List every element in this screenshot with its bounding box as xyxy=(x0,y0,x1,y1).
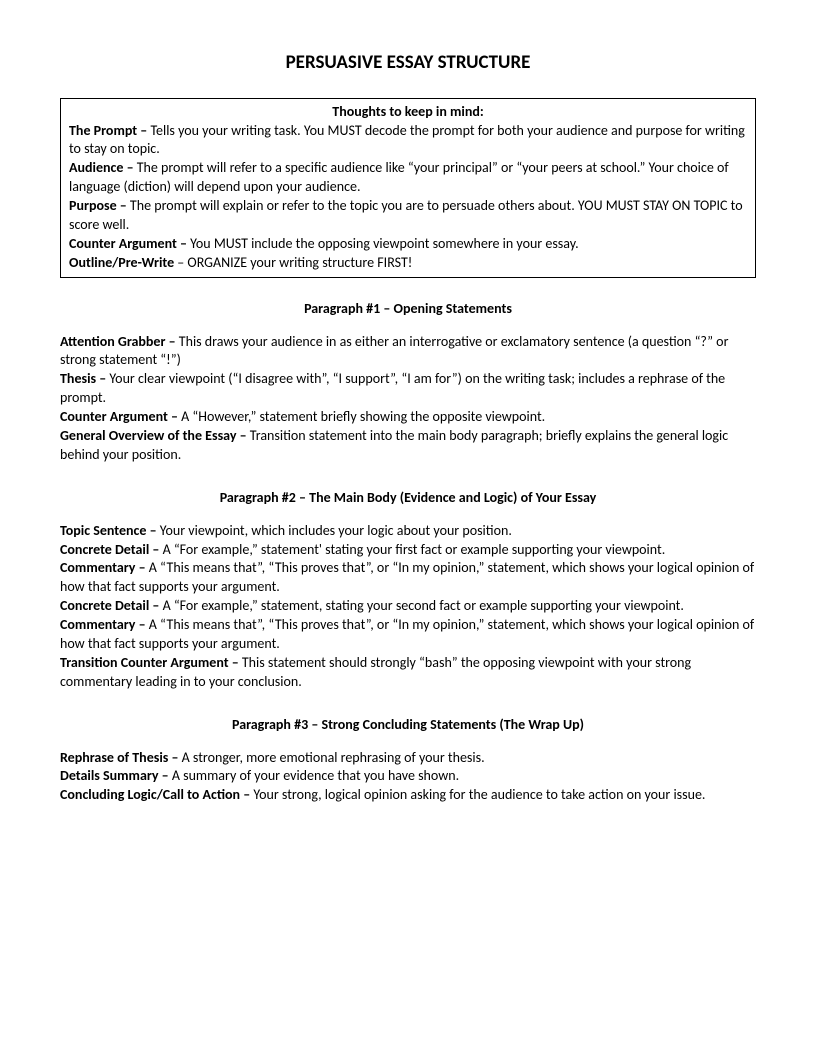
item-term: The Prompt – xyxy=(69,122,150,139)
thoughts-item: Counter Argument – You MUST include the … xyxy=(69,235,747,254)
item-term: General Overview of the Essay – xyxy=(60,427,250,444)
sections-container: Paragraph #1 – Opening Statements Attenti… xyxy=(60,300,756,806)
section-item: Commentary – A “This means that”, “This … xyxy=(60,559,756,597)
item-desc: The prompt will explain or refer to the … xyxy=(69,197,743,233)
item-desc: A “However,” statement briefly showing t… xyxy=(181,408,545,425)
item-term: Topic Sentence – xyxy=(60,522,160,539)
section-heading: Paragraph #1 – Opening Statements xyxy=(60,300,756,319)
item-term: Commentary – xyxy=(60,559,149,576)
section-item: Attention Grabber – This draws your audi… xyxy=(60,333,756,371)
section-item: Concluding Logic/Call to Action – Your s… xyxy=(60,786,756,805)
item-term: Rephrase of Thesis – xyxy=(60,749,182,766)
item-desc: Tells you your writing task. You MUST de… xyxy=(69,122,745,158)
item-term: Counter Argument – xyxy=(60,408,181,425)
thoughts-heading: Thoughts to keep in mind: xyxy=(69,103,747,122)
item-desc: The prompt will refer to a specific audi… xyxy=(69,159,729,195)
item-term: Concrete Detail – xyxy=(60,541,163,558)
thoughts-item: The Prompt – Tells you your writing task… xyxy=(69,122,747,160)
item-desc: Your strong, logical opinion asking for … xyxy=(253,786,705,803)
item-term: Attention Grabber – xyxy=(60,333,179,350)
section-item: Commentary – A “This means that”, “This … xyxy=(60,616,756,654)
section-item: Counter Argument – A “However,” statemen… xyxy=(60,408,756,427)
thoughts-item: Purpose – The prompt will explain or ref… xyxy=(69,197,747,235)
item-desc: A “This means that”, “This proves that”,… xyxy=(60,559,754,595)
section-body: Topic Sentence – Your viewpoint, which i… xyxy=(60,522,756,692)
item-desc: A “This means that”, “This proves that”,… xyxy=(60,616,754,652)
section-body: Rephrase of Thesis – A stronger, more em… xyxy=(60,749,756,806)
item-term: Outline/Pre-Write xyxy=(69,254,174,271)
item-desc: – ORGANIZE your writing structure FIRST! xyxy=(174,254,412,271)
section-body: Attention Grabber – This draws your audi… xyxy=(60,333,756,465)
section-item: Rephrase of Thesis – A stronger, more em… xyxy=(60,749,756,768)
item-term: Counter Argument – xyxy=(69,235,190,252)
section-item: Thesis – Your clear viewpoint (“I disagr… xyxy=(60,370,756,408)
section-item: General Overview of the Essay – Transiti… xyxy=(60,427,756,465)
section-item: Details Summary – A summary of your evid… xyxy=(60,767,756,786)
item-desc: You MUST include the opposing viewpoint … xyxy=(190,235,579,252)
item-term: Audience – xyxy=(69,159,137,176)
section-heading: Paragraph #2 – The Main Body (Evidence a… xyxy=(60,489,756,508)
page-title: PERSUASIVE ESSAY STRUCTURE xyxy=(60,50,756,76)
item-term: Commentary – xyxy=(60,616,149,633)
item-term: Thesis – xyxy=(60,370,109,387)
item-desc: Your viewpoint, which includes your logi… xyxy=(160,522,512,539)
item-desc: Your clear viewpoint (“I disagree with”,… xyxy=(60,370,725,406)
item-term: Transition Counter Argument – xyxy=(60,654,242,671)
thoughts-box: Thoughts to keep in mind: The Prompt – T… xyxy=(60,98,756,278)
item-term: Concrete Detail – xyxy=(60,597,163,614)
section-item: Concrete Detail – A “For example,” state… xyxy=(60,541,756,560)
section-heading: Paragraph #3 – Strong Concluding Stateme… xyxy=(60,716,756,735)
item-term: Details Summary – xyxy=(60,767,172,784)
thoughts-items: The Prompt – Tells you your writing task… xyxy=(69,122,747,273)
section-item: Concrete Detail – A “For example,” state… xyxy=(60,597,756,616)
thoughts-item: Audience – The prompt will refer to a sp… xyxy=(69,159,747,197)
section-item: Transition Counter Argument – This state… xyxy=(60,654,756,692)
item-desc: A stronger, more emotional rephrasing of… xyxy=(182,749,485,766)
item-desc: A “For example,” statement, stating your… xyxy=(163,597,684,614)
thoughts-item: Outline/Pre-Write – ORGANIZE your writin… xyxy=(69,254,747,273)
item-term: Purpose – xyxy=(69,197,130,214)
item-desc: A “For example,” statement' stating your… xyxy=(163,541,666,558)
section-item: Topic Sentence – Your viewpoint, which i… xyxy=(60,522,756,541)
item-desc: A summary of your evidence that you have… xyxy=(172,767,459,784)
item-term: Concluding Logic/Call to Action – xyxy=(60,786,253,803)
